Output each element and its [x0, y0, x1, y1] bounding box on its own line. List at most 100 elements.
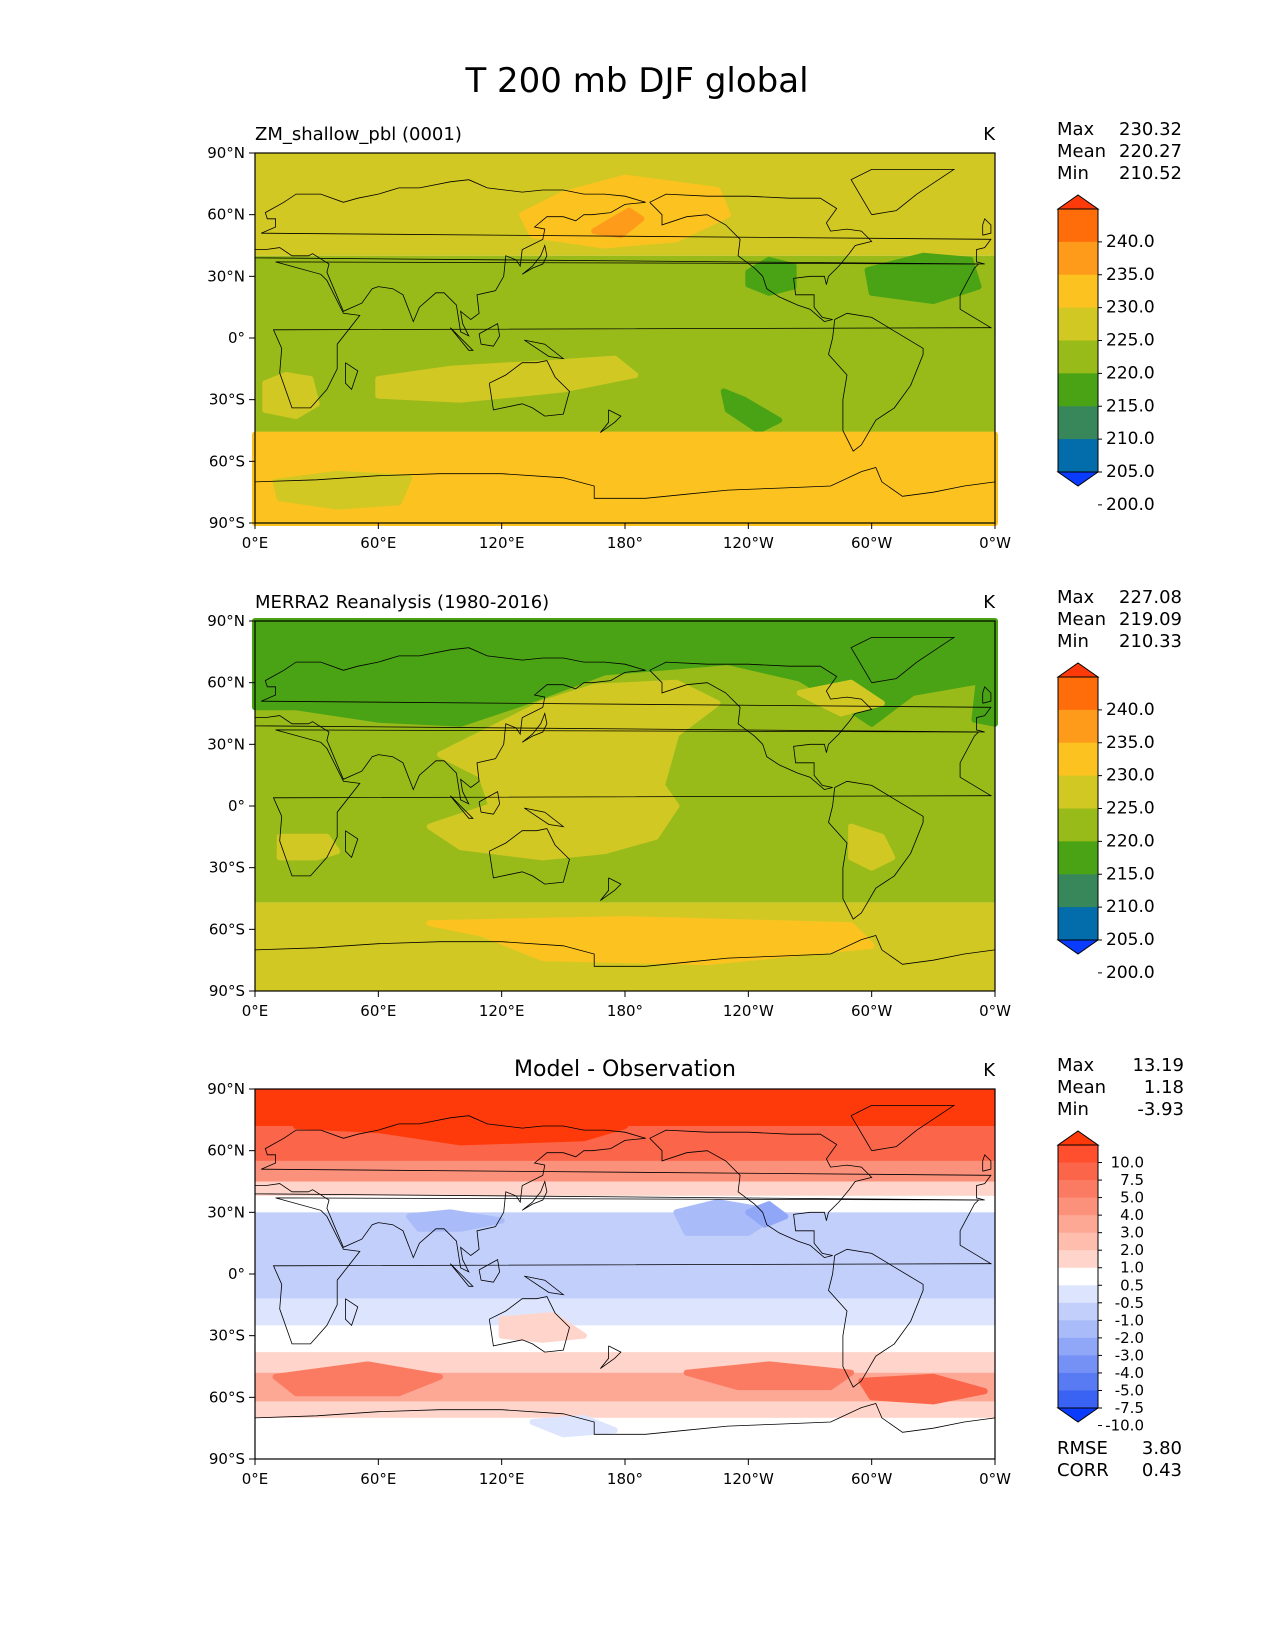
colorbar-segment — [1058, 1285, 1098, 1304]
x-tick-label: 120°W — [723, 534, 774, 552]
colorbar-label: -0.5 — [1115, 1294, 1144, 1312]
colorbar-label: 200.0 — [1106, 495, 1155, 515]
x-tick-label: 0°W — [979, 1002, 1011, 1020]
colorbar-label: 215.0 — [1106, 864, 1155, 884]
coastline — [524, 807, 565, 828]
colorbar-label: 240.0 — [1106, 232, 1155, 252]
colorbar-label: 0.5 — [1120, 1276, 1144, 1294]
coastline — [449, 795, 474, 819]
colorbar-segment — [1058, 1355, 1098, 1374]
field-band — [255, 1181, 995, 1196]
stat-mean-label: Mean — [1057, 141, 1106, 162]
coastline — [982, 1154, 992, 1172]
colorbar-label: 235.0 — [1106, 733, 1155, 753]
colorbar-label: 200.0 — [1106, 963, 1155, 983]
field-region — [272, 470, 413, 510]
field-region — [745, 1201, 789, 1228]
field-region — [498, 1312, 587, 1343]
colorbar-label: 1.0 — [1120, 1259, 1144, 1277]
y-tick-label: 60°S — [209, 1388, 245, 1406]
y-tick-label: 30°S — [209, 1327, 245, 1345]
field-band — [255, 1160, 995, 1182]
coastline — [449, 1263, 474, 1287]
colorbar-label: 205.0 — [1106, 930, 1155, 950]
y-tick-label: 90°N — [207, 612, 245, 630]
colorbar-segment — [1058, 1145, 1098, 1164]
colorbar-segment — [1058, 1337, 1098, 1356]
colorbar-segment — [1058, 742, 1098, 777]
panel-title: Model - Observation — [514, 1057, 736, 1082]
axes: 0°E 60°E 120°E 180° 120°W 60°W 0°W 90°N 60°N 30°N… — [207, 1080, 1011, 1488]
x-tick-label: 0°W — [979, 1470, 1011, 1488]
coastline — [599, 877, 622, 901]
y-tick-label: 90°S — [209, 982, 245, 1000]
stats-box: Max 230.32 Mean 220.27 Min 210.52 — [1057, 119, 1182, 184]
coastline — [850, 169, 956, 216]
coastline — [254, 179, 992, 337]
field-region — [683, 1361, 855, 1391]
coastline — [488, 360, 570, 417]
colorbar-segment — [1058, 907, 1098, 941]
x-tick-label: 180° — [607, 1470, 643, 1488]
x-tick-label: 60°E — [360, 1470, 396, 1488]
stat-max-value: 227.08 — [1119, 587, 1182, 608]
colorbar-extend-min — [1056, 1407, 1100, 1423]
colorbar-segment — [1058, 874, 1098, 908]
colorbar-segment — [1058, 1197, 1098, 1216]
x-tick-label: 120°E — [479, 534, 525, 552]
coastline — [254, 647, 992, 805]
colorbar-label: -2.0 — [1115, 1329, 1144, 1347]
colorbar-label: 230.0 — [1106, 766, 1155, 786]
field-band — [255, 1298, 995, 1326]
colorbar-extend-max — [1056, 662, 1100, 678]
stat-rmse-label: RMSE — [1057, 1438, 1108, 1459]
stat-max-label: Max — [1057, 119, 1095, 140]
coastline — [828, 312, 924, 452]
colorbar-segment — [1058, 677, 1098, 711]
x-tick-label: 60°E — [360, 534, 396, 552]
field-region — [745, 256, 797, 296]
colorbar-segment — [1058, 406, 1098, 440]
y-tick-label: 90°S — [209, 1450, 245, 1468]
colorbar-extend-max — [1056, 1130, 1100, 1146]
x-tick-label: 0°E — [242, 534, 269, 552]
colorbar-segment — [1058, 841, 1098, 875]
field-region — [276, 833, 341, 861]
field-region — [406, 1209, 505, 1232]
map-field — [252, 618, 998, 991]
stat-rmse-value: 3.80 — [1142, 1438, 1182, 1459]
coastline — [521, 1180, 548, 1211]
colorbar-label: -7.5 — [1115, 1399, 1144, 1417]
colorbar-label: -4.0 — [1115, 1364, 1144, 1382]
colorbar-label: -1.0 — [1115, 1311, 1144, 1329]
colorbar-segment — [1058, 1390, 1098, 1409]
coastline — [478, 790, 501, 815]
colorbar-segment — [1058, 1302, 1098, 1321]
colorbar-segment — [1058, 1232, 1098, 1251]
field-region — [375, 355, 639, 403]
panel-model: ZM_shallow_pbl (0001) K 0°E 60°E 120°E 180°… — [207, 119, 1182, 552]
colorbar-extend-min — [1056, 471, 1100, 487]
stat-corr-label: CORR — [1057, 1460, 1109, 1481]
field-region — [858, 1373, 988, 1405]
coastline — [254, 1403, 996, 1435]
coastline — [649, 661, 873, 791]
field-region — [252, 618, 998, 727]
y-tick-label: 30°N — [207, 735, 245, 753]
panel-title: MERRA2 Reanalysis (1980-2016) — [255, 592, 549, 613]
coastline — [488, 828, 570, 885]
map-field — [252, 153, 998, 526]
coastline — [828, 780, 924, 920]
y-tick-label: 60°S — [209, 452, 245, 470]
coastline — [488, 1296, 570, 1353]
x-tick-label: 60°E — [360, 1002, 396, 1020]
colorbar-extend-min — [1056, 939, 1100, 955]
field-region — [864, 252, 982, 304]
colorbar-frame — [1057, 1144, 1099, 1409]
colorbar-label: 220.0 — [1106, 831, 1155, 851]
stat-min-value: -3.93 — [1137, 1099, 1184, 1120]
colorbar-segment — [1058, 373, 1098, 407]
colorbar: 240.0 235.0 230.0 225.0 220.0 215.0 210.0 205.0… — [1056, 662, 1155, 983]
units-label: K — [983, 124, 996, 145]
colorbar-label: 210.0 — [1106, 897, 1155, 917]
